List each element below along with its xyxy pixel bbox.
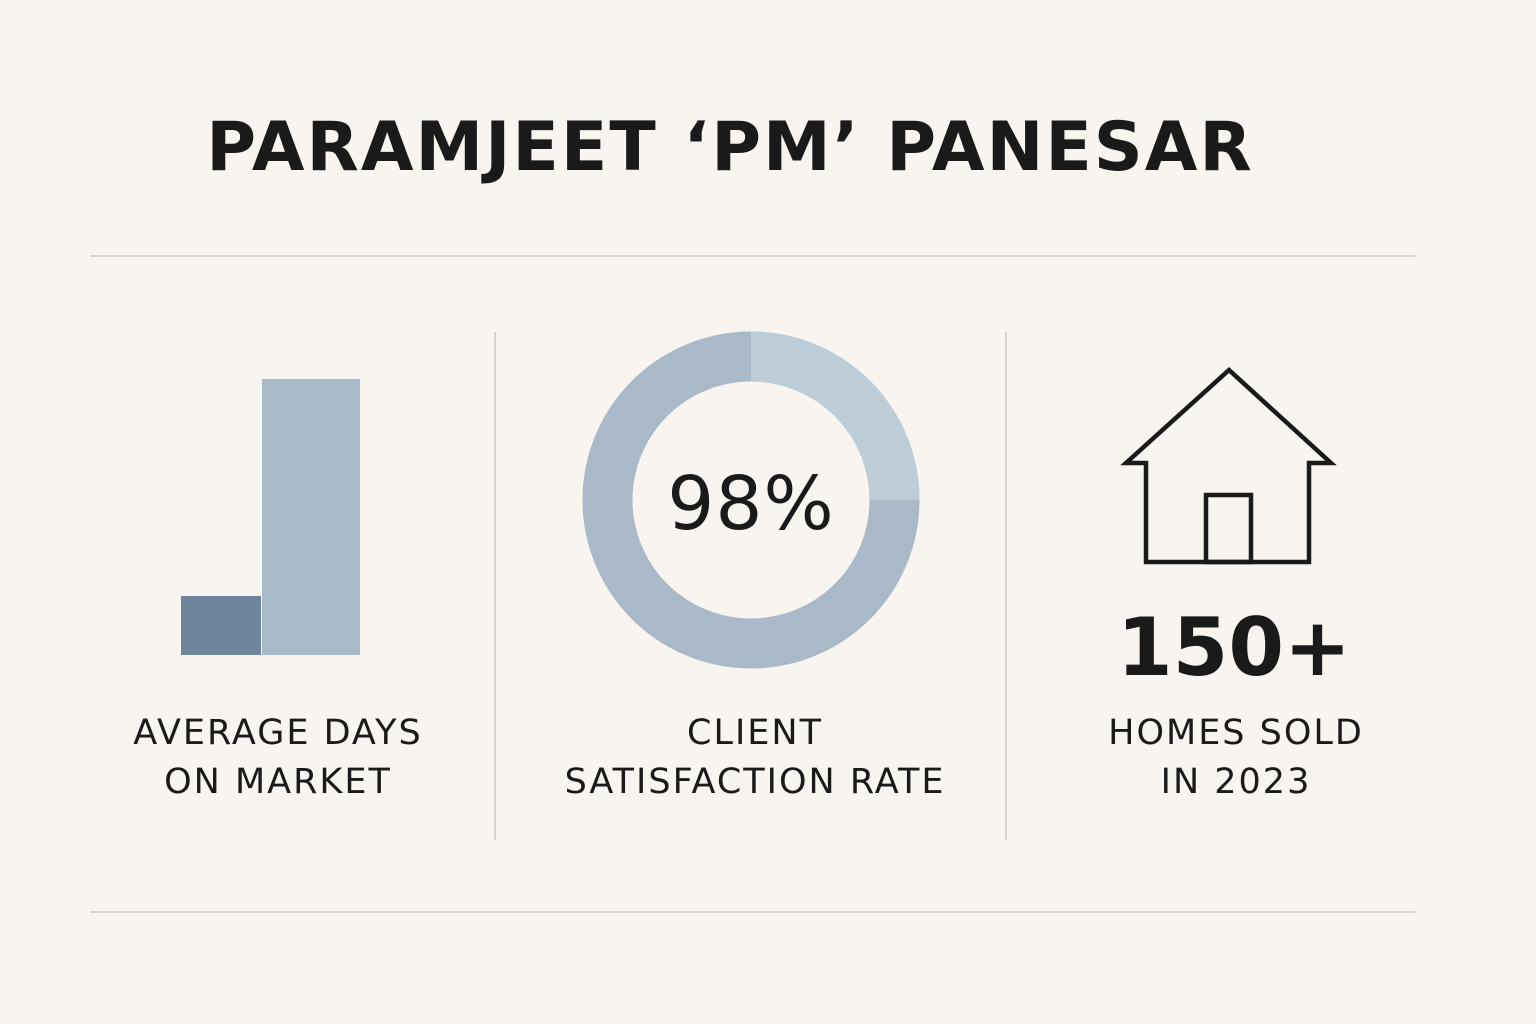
column-divider-right bbox=[1005, 332, 1007, 840]
label-line: ON MARKET bbox=[164, 762, 392, 802]
house-outline bbox=[1120, 366, 1337, 565]
label-line: CLIENT bbox=[687, 713, 823, 753]
label-line: IN 2023 bbox=[1160, 762, 1312, 802]
top-divider bbox=[90, 255, 1415, 257]
label-line: SATISFACTION RATE bbox=[564, 762, 946, 802]
bar-tall bbox=[262, 379, 360, 655]
satisfaction-value: 98% bbox=[667, 461, 835, 547]
stat-average-days-label: AVERAGE DAYS ON MARKET bbox=[128, 709, 428, 807]
house-door bbox=[1203, 492, 1254, 565]
ring-segment-light bbox=[750, 331, 920, 501]
bottom-divider bbox=[90, 911, 1415, 913]
stat-homes-sold-label: HOMES SOLD IN 2023 bbox=[1086, 709, 1386, 807]
stat-client-satisfaction-label: CLIENT SATISFACTION RATE bbox=[530, 709, 980, 807]
label-line: AVERAGE DAYS bbox=[133, 713, 423, 753]
label-line: HOMES SOLD bbox=[1108, 713, 1364, 753]
homes-sold-value: 150+ bbox=[1116, 601, 1352, 694]
page-title: PARAMJEET ‘PM’ PANESAR bbox=[206, 108, 1254, 187]
column-divider-left bbox=[494, 332, 496, 840]
bar-short bbox=[181, 596, 261, 655]
